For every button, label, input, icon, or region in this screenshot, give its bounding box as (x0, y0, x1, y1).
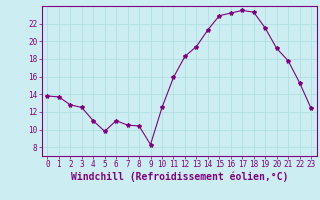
X-axis label: Windchill (Refroidissement éolien,°C): Windchill (Refroidissement éolien,°C) (70, 172, 288, 182)
